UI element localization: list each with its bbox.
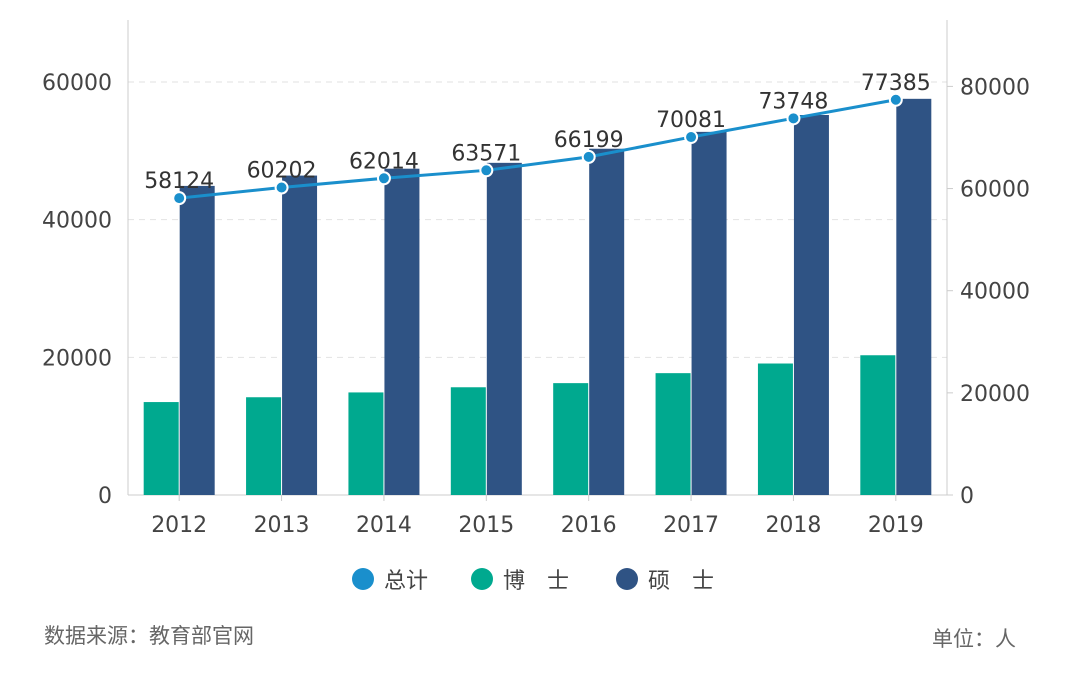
- total-data-label: 77385: [861, 71, 931, 96]
- bar-master-2012: [179, 185, 215, 495]
- bar-master-2017: [691, 131, 727, 495]
- legend-marker-doctoral: [471, 568, 493, 590]
- bar-doctoral-2016: [553, 383, 589, 495]
- bar-doctoral-2017: [655, 373, 691, 495]
- right-tick-label: 20000: [960, 382, 1030, 407]
- left-tick-label: 60000: [42, 71, 112, 96]
- total-data-label: 58124: [144, 169, 214, 194]
- chart: 0 20000 40000 60000 0 20000 40000 60000 80000 201…: [42, 20, 1030, 538]
- total-point-2014: [376, 171, 391, 186]
- source-note: 数据来源：教育部官网: [44, 624, 254, 648]
- bar-doctoral-2019: [860, 355, 896, 495]
- legend-label: 硕 士: [648, 569, 715, 594]
- bar-doctoral-2013: [246, 397, 282, 495]
- legend-item-master[interactable]: 硕 士: [616, 563, 714, 595]
- x-tick-label: 2013: [254, 513, 310, 538]
- total-data-label: 60202: [247, 159, 317, 184]
- total-data-label: 63571: [451, 141, 521, 166]
- bar-master-2018: [793, 115, 829, 495]
- right-tick-label: 40000: [960, 280, 1030, 305]
- total-point-2013: [274, 180, 289, 195]
- total-data-label: 62014: [349, 149, 419, 174]
- x-tick-label: 2017: [663, 513, 719, 538]
- left-tick-label: 20000: [42, 346, 112, 371]
- x-tick-label: 2016: [561, 513, 617, 538]
- x-tick-label: 2019: [868, 513, 924, 538]
- total-line: [179, 98, 897, 200]
- x-tick-label: 2014: [356, 513, 412, 538]
- bar-master-2019: [896, 98, 932, 496]
- total-data-label: 66199: [554, 128, 624, 153]
- total-point-2016: [581, 149, 596, 164]
- total-point-2019: [888, 92, 903, 107]
- total-point-2018: [786, 111, 801, 126]
- left-tick-label: 40000: [42, 209, 112, 234]
- legend-label: 总计: [384, 569, 429, 594]
- left-tick-label: 0: [98, 484, 112, 509]
- legend-item-total[interactable]: 总计: [352, 563, 428, 595]
- total-point-2017: [684, 130, 699, 145]
- bar-doctoral-2015: [450, 387, 486, 495]
- total-data-label: 70081: [656, 108, 726, 133]
- bar-master-2014: [384, 168, 420, 495]
- bar-master-2016: [589, 148, 625, 496]
- bar-doctoral-2014: [348, 392, 384, 495]
- bar-doctoral-2012: [143, 402, 179, 495]
- right-tick-label: 0: [960, 484, 974, 509]
- bar-doctoral-2018: [757, 363, 793, 495]
- total-point-2012: [172, 191, 187, 206]
- x-tick-label: 2018: [765, 513, 821, 538]
- legend-label: 博 士: [503, 569, 570, 594]
- right-tick-label: 80000: [960, 75, 1030, 100]
- bar-master-2015: [486, 162, 522, 495]
- x-tick-label: 2012: [151, 513, 207, 538]
- legend-marker-total: [352, 568, 374, 590]
- total-point-2015: [479, 163, 494, 178]
- legend-item-doctoral[interactable]: 博 士: [471, 563, 569, 595]
- unit-note: 单位：人: [932, 627, 1016, 651]
- x-tick-label: 2015: [458, 513, 514, 538]
- legend-marker-master: [616, 568, 638, 590]
- legend: 总计 博 士 硕 士: [0, 563, 1080, 595]
- bar-master-2013: [282, 175, 318, 495]
- total-data-label: 73748: [758, 89, 828, 114]
- right-tick-label: 60000: [960, 178, 1030, 203]
